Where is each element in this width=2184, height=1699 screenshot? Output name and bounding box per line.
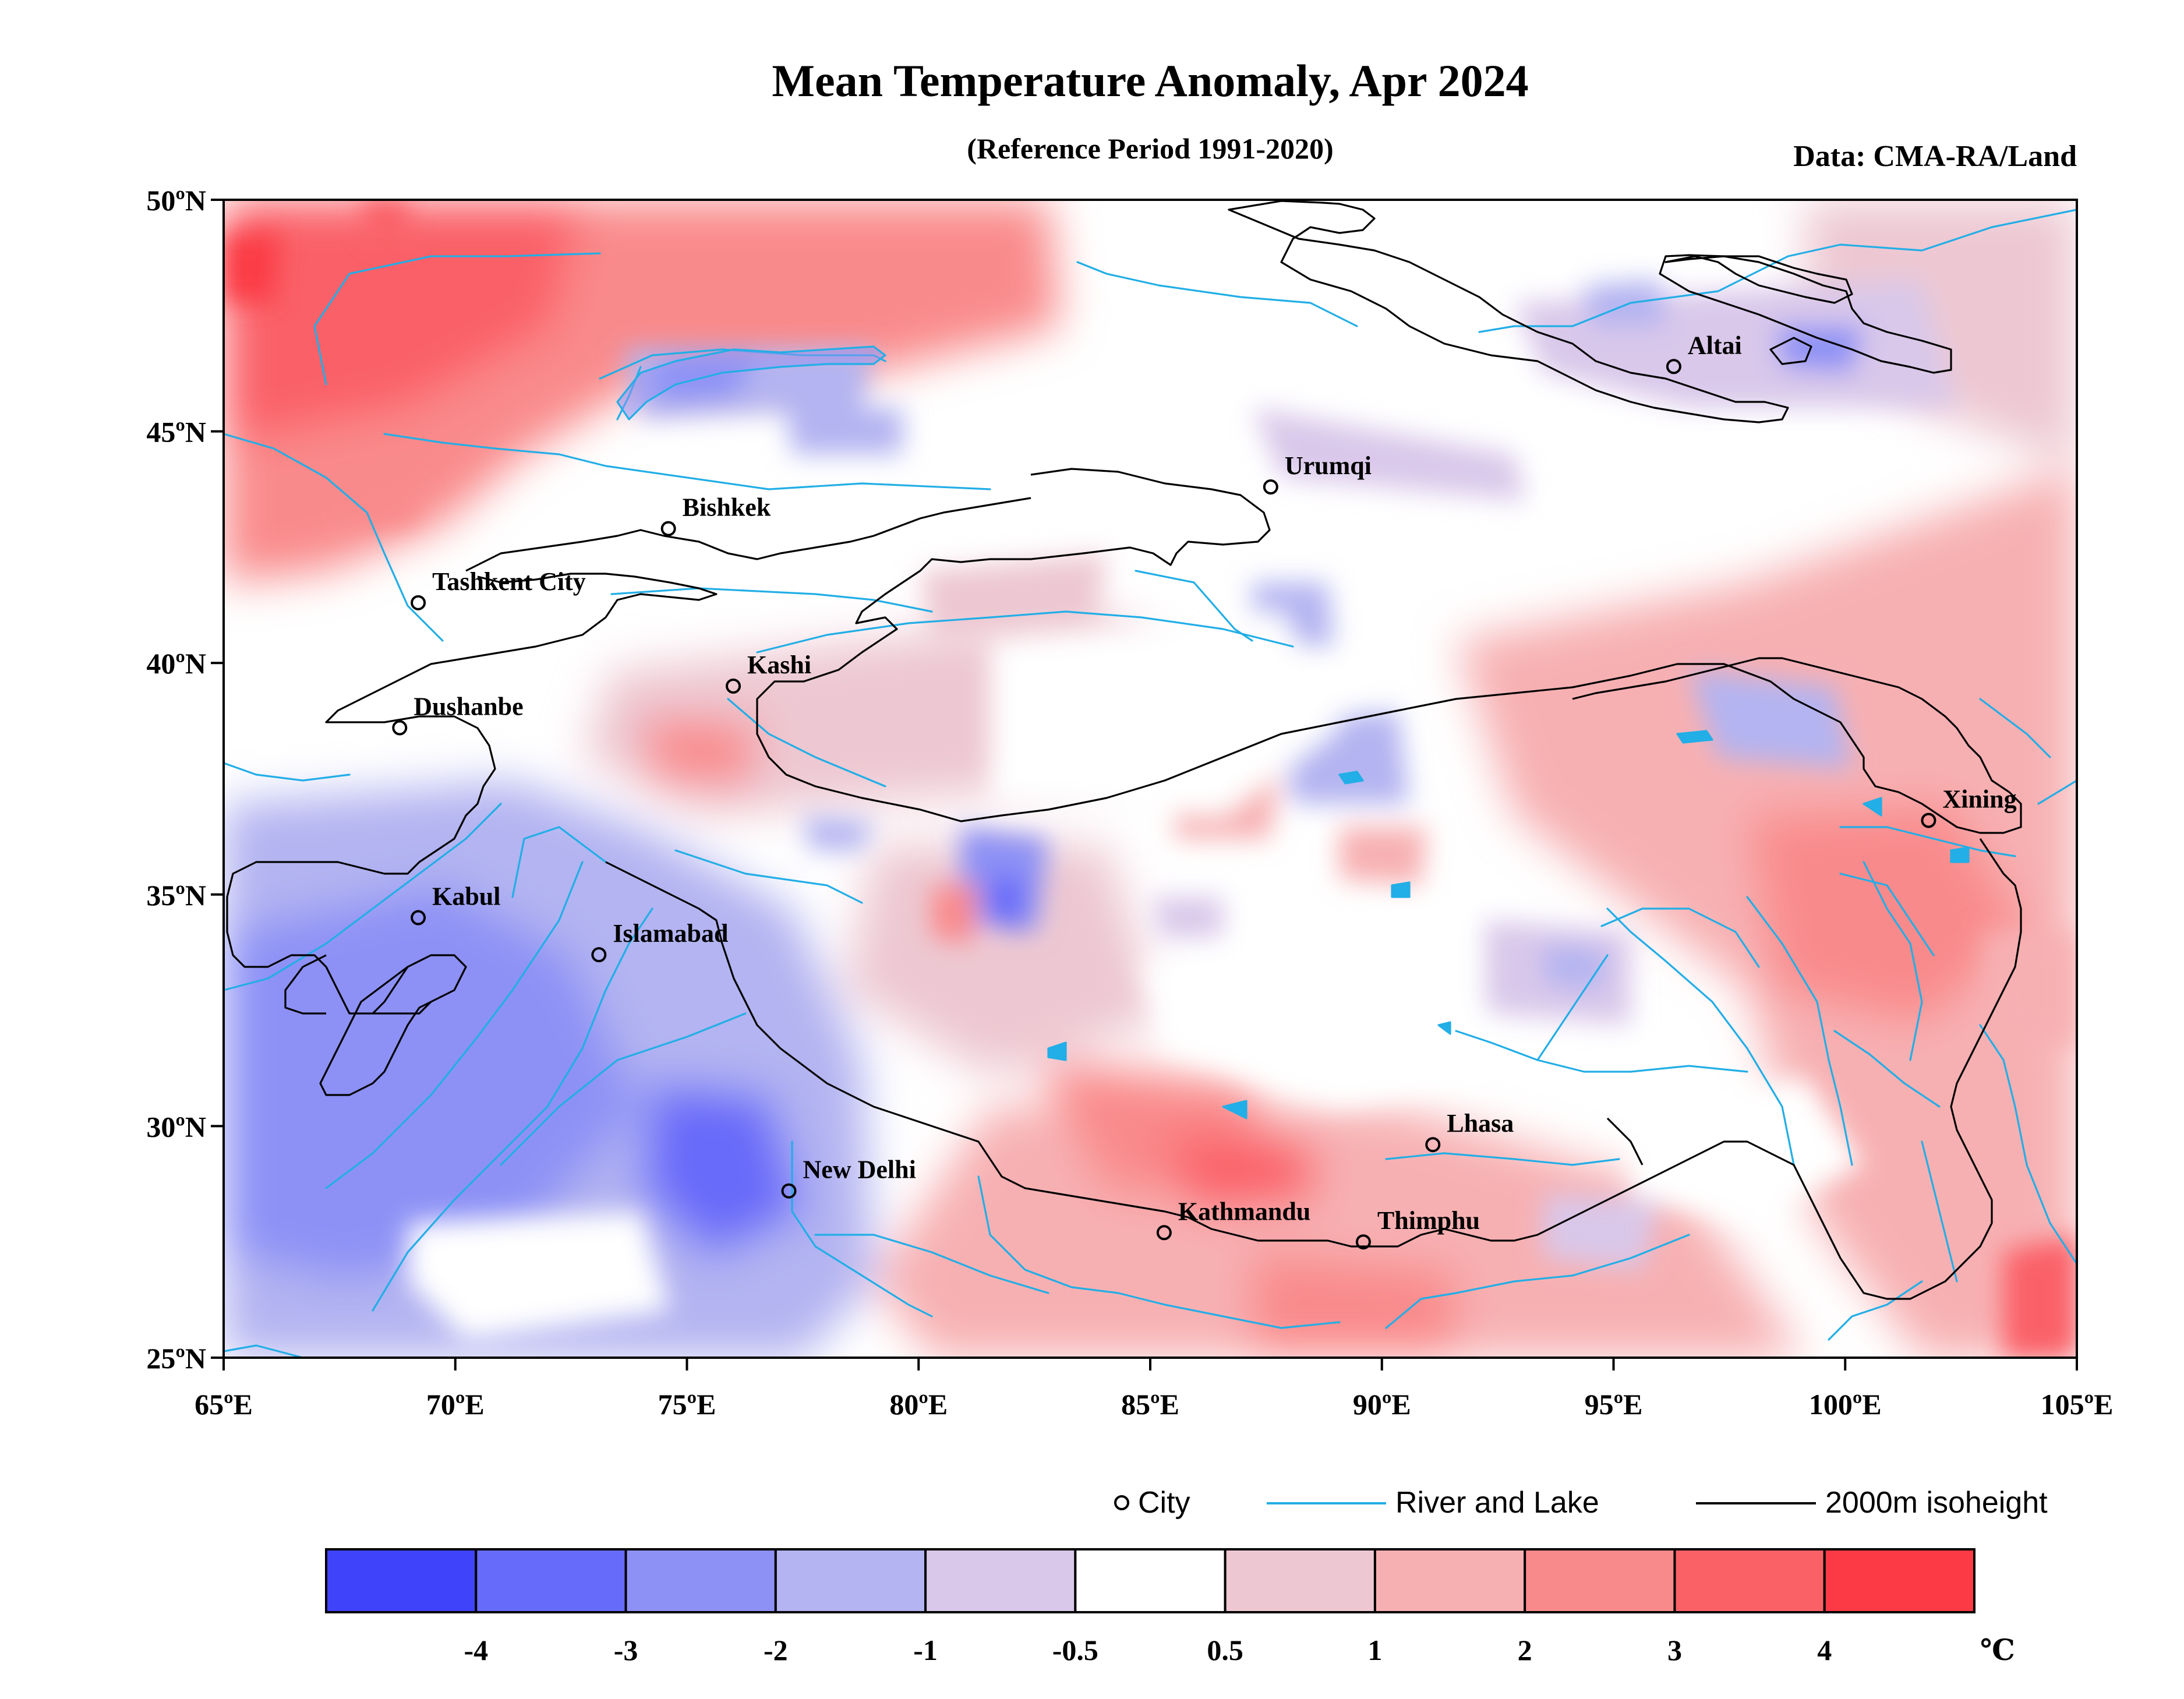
city-label: Xining — [1942, 785, 2016, 814]
lat-tick-label: 50ºN — [146, 184, 206, 217]
city-label: Kashi — [747, 651, 811, 679]
map-title: Mean Temperature Anomaly, Apr 2024 — [772, 55, 1528, 106]
colorbar-swatch — [1673, 1548, 1826, 1613]
lat-tick-label: 25ºN — [146, 1342, 206, 1375]
city-marker — [1156, 1225, 1172, 1241]
city-marker — [1263, 479, 1278, 495]
colorbar-swatch — [774, 1548, 927, 1613]
lon-tick-label: 75ºE — [658, 1388, 716, 1421]
lon-tick-label: 90ºE — [1353, 1388, 1411, 1421]
lon-tick-label: 100ºE — [1809, 1388, 1882, 1421]
city-label: New Delhi — [803, 1156, 916, 1184]
city-label: Kathmandu — [1178, 1197, 1310, 1225]
colorbar-tick-label: 4 — [1817, 1634, 1832, 1666]
lat-tick-label: 40ºN — [146, 647, 206, 680]
colorbar-tick-label: 2 — [1518, 1634, 1532, 1666]
colorbar-unit-label: ℃ — [1980, 1634, 2015, 1666]
city-marker — [1921, 813, 1936, 828]
colorbar-swatch — [325, 1548, 478, 1613]
colorbar-tick-label: -1 — [913, 1634, 938, 1666]
map-subtitle: (Reference Period 1991-2020) — [967, 132, 1333, 165]
lon-tick-label: 95ºE — [1585, 1388, 1643, 1421]
colorbar-tick-label: 3 — [1667, 1634, 1682, 1666]
city-label: Altai — [1688, 331, 1742, 359]
city-label: Dushanbe — [414, 693, 523, 721]
city-label: Thimphu — [1377, 1206, 1480, 1235]
city-label: Bishkek — [683, 493, 771, 522]
city-label: Kabul — [432, 882, 500, 911]
colorbar-swatch — [1373, 1548, 1526, 1613]
city-label: Urumqi — [1285, 451, 1372, 480]
lat-tick-label: 30ºN — [146, 1110, 206, 1143]
lon-tick-label: 80ºE — [889, 1388, 948, 1421]
longitude-axis: 65ºE 70ºE 75ºE 80ºE 85ºE 90ºE 95ºE 100ºE 105ºE — [195, 1358, 2113, 1421]
latitude-axis: 50ºN 45ºN 40ºN 35ºN 30ºN 25ºN — [146, 184, 224, 1375]
lat-tick-label: 35ºN — [146, 879, 206, 912]
city-markers: Altai Urumqi Bishkek Tashkent City Kashi Dush… — [392, 331, 2017, 1250]
colorbar-swatch — [1524, 1548, 1676, 1613]
city-marker — [1355, 1234, 1371, 1250]
colorbar-swatch — [1224, 1548, 1376, 1613]
city-marker — [660, 521, 676, 536]
isoheight-2000m-lines — [226, 200, 2022, 1300]
map-legend: City River and Lake 2000m isoheight — [1114, 1486, 2048, 1520]
river-legend-label: River and Lake — [1395, 1486, 1599, 1520]
map-panel: Altai Urumqi Bishkek Tashkent City Kashi Dush… — [224, 200, 2077, 1358]
city-label: Lhasa — [1447, 1109, 1514, 1138]
lat-tick-label: 45ºN — [146, 416, 206, 448]
lon-tick-label: 105ºE — [2041, 1388, 2114, 1421]
lon-tick-label: 65ºE — [195, 1388, 253, 1421]
city-marker — [1425, 1137, 1441, 1153]
city-marker — [392, 720, 408, 736]
rivers-and-lakes — [224, 209, 2077, 1358]
colorbar-tick-label: 1 — [1367, 1634, 1382, 1666]
city-marker — [781, 1183, 797, 1199]
colorbar-tick-label: 0.5 — [1207, 1634, 1243, 1666]
colorbar-tick-label: -0.5 — [1052, 1634, 1098, 1666]
colorbar-swatch — [1074, 1548, 1227, 1613]
colorbar-swatch — [1823, 1548, 1976, 1613]
lon-tick-label: 85ºE — [1121, 1388, 1179, 1421]
city-marker — [726, 678, 741, 694]
colorbar-tick-label: -4 — [464, 1634, 488, 1666]
colorbar-tick-label: -3 — [614, 1634, 638, 1666]
city-legend-label: City — [1138, 1486, 1190, 1520]
data-source-label: Data: CMA-RA/Land — [1793, 140, 2077, 173]
city-legend-symbol — [1114, 1495, 1129, 1510]
city-label: Islamabad — [613, 919, 728, 948]
city-marker — [1666, 359, 1681, 375]
isoheight-legend-label: 2000m isoheight — [1825, 1486, 2048, 1520]
city-marker — [591, 947, 607, 963]
city-label: Tashkent City — [432, 567, 586, 596]
lon-tick-label: 70ºE — [426, 1388, 485, 1421]
colorbar-swatch — [475, 1548, 627, 1613]
colorbar-tick-label: -2 — [764, 1634, 788, 1666]
colorbar-swatch — [924, 1548, 1077, 1613]
city-marker — [411, 910, 426, 926]
colorbar-swatch — [624, 1548, 777, 1613]
city-marker — [411, 595, 426, 610]
colorbar: -4 -3 -2 -1 -0.5 0.5 1 2 3 4 ℃ — [325, 1548, 2015, 1666]
